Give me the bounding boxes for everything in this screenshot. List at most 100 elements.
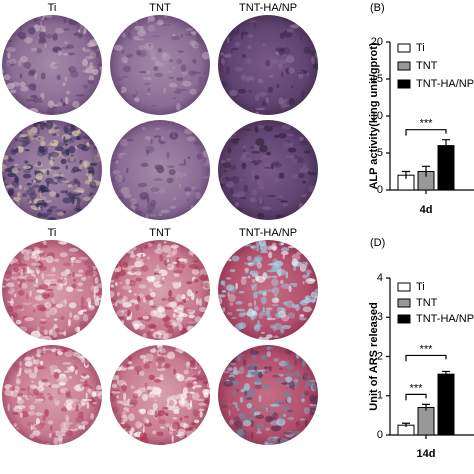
texture-spot — [292, 282, 298, 287]
texture-spot — [7, 189, 14, 197]
texture-spot — [273, 335, 279, 339]
texture-spot — [248, 275, 251, 279]
texture-spot — [76, 143, 86, 150]
texture-spot — [59, 299, 68, 308]
texture-spot — [143, 386, 154, 391]
texture-spot — [116, 291, 120, 298]
texture-spot — [57, 141, 64, 148]
texture-spot — [81, 276, 87, 281]
texture-spot — [70, 70, 79, 78]
texture-spot — [175, 102, 181, 111]
texture-spot — [189, 40, 197, 47]
texture-spot — [28, 108, 39, 114]
texture-spot — [70, 156, 75, 162]
texture-spot — [115, 295, 124, 301]
texture-spot — [53, 150, 62, 158]
texture-spot — [167, 407, 172, 411]
texture-spot — [257, 186, 266, 190]
texture-spot — [271, 304, 279, 307]
texture-spot — [45, 121, 54, 130]
texture-spot — [172, 417, 178, 420]
texture-spot — [49, 62, 59, 70]
texture-spot — [308, 170, 311, 176]
texture-spot — [68, 67, 72, 71]
texture-spot — [58, 173, 64, 178]
texture-spot — [234, 420, 243, 427]
y-tick-label: 20 — [371, 36, 383, 48]
texture-spot — [74, 384, 85, 392]
texture-spot — [63, 262, 71, 267]
texture-spot — [236, 27, 240, 36]
texture-spot — [234, 201, 240, 207]
texture-spot — [133, 204, 139, 207]
texture-spot — [50, 369, 54, 375]
texture-spot — [254, 256, 263, 262]
texture-spot — [293, 430, 302, 436]
texture-spot — [8, 156, 12, 160]
texture-spot — [311, 409, 317, 413]
texture-spot — [301, 398, 305, 403]
texture-spot — [35, 304, 43, 307]
texture-spot — [188, 70, 197, 76]
texture-spot — [302, 306, 312, 313]
texture-spot — [126, 271, 137, 275]
texture-spot — [63, 19, 67, 24]
texture-spot — [46, 393, 51, 396]
texture-spot — [147, 256, 150, 260]
texture-spot — [59, 252, 68, 257]
texture-spot — [135, 277, 143, 282]
texture-spot — [149, 291, 156, 298]
texture-spot — [191, 268, 200, 275]
texture-spot — [41, 348, 52, 351]
texture-spot — [219, 376, 223, 382]
texture-spot — [25, 98, 35, 102]
texture-spot — [97, 403, 102, 411]
texture-spot — [263, 371, 268, 374]
texture-spot — [260, 310, 270, 316]
texture-spot — [221, 159, 225, 163]
texture-spot — [16, 427, 20, 430]
texture-spot — [85, 392, 88, 399]
texture-spot — [23, 254, 31, 261]
texture-spot — [135, 271, 142, 276]
texture-spot — [163, 363, 171, 369]
texture-spot — [117, 312, 125, 320]
texture-spot — [19, 73, 23, 79]
texture-spot — [250, 315, 255, 321]
texture-spot — [227, 147, 232, 154]
texture-spot — [233, 132, 237, 137]
texture-spot — [22, 275, 32, 280]
texture-spot — [49, 160, 54, 166]
texture-spot — [242, 420, 252, 427]
texture-spot — [45, 443, 51, 445]
texture-spot — [178, 174, 184, 178]
texture-spot — [302, 372, 308, 381]
texture-spot — [306, 297, 309, 300]
texture-spot — [240, 74, 247, 81]
texture-spot — [62, 28, 71, 31]
texture-spot — [60, 431, 65, 435]
column-label: TNT-HA/NP — [239, 227, 297, 239]
texture-spot — [179, 422, 188, 427]
texture-spot — [257, 178, 264, 187]
texture-spot — [58, 381, 66, 386]
texture-spot — [127, 404, 135, 407]
legend-label: TNT-HA/NP — [416, 78, 474, 90]
texture-spot — [129, 299, 137, 303]
texture-spot — [156, 345, 163, 347]
significance-bracket — [405, 354, 447, 362]
texture-spot — [286, 396, 292, 404]
texture-spot — [280, 251, 289, 256]
texture-spot — [147, 87, 151, 92]
texture-spot — [17, 278, 26, 283]
texture-spot — [298, 317, 307, 321]
texture-spot — [31, 380, 35, 384]
texture-spot — [70, 196, 75, 205]
legend-swatch — [397, 282, 411, 292]
texture-spot — [316, 62, 318, 68]
texture-spot — [7, 173, 17, 178]
significance-bracket — [405, 129, 447, 136]
texture-spot — [191, 292, 195, 301]
texture-spot — [258, 336, 263, 340]
texture-spot — [153, 394, 158, 401]
